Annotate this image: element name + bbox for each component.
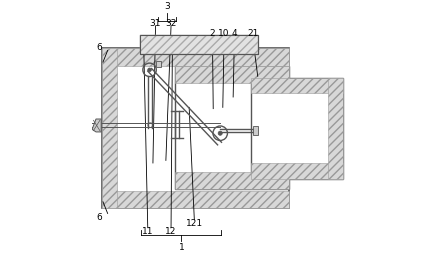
Text: 2: 2: [210, 29, 215, 37]
Text: 6: 6: [97, 43, 102, 52]
Bar: [251, 78, 343, 178]
Bar: [140, 35, 258, 54]
Bar: [251, 163, 343, 178]
Text: 31: 31: [150, 19, 161, 28]
Bar: [102, 48, 289, 208]
Text: 10: 10: [218, 29, 230, 37]
Text: 121: 121: [186, 219, 203, 228]
Text: 6: 6: [97, 213, 102, 222]
Text: 32: 32: [165, 19, 177, 28]
Text: 21: 21: [247, 29, 258, 37]
Circle shape: [148, 68, 152, 72]
Text: 3: 3: [164, 2, 170, 11]
Text: 4: 4: [232, 29, 237, 37]
Bar: [327, 78, 343, 178]
Text: 11: 11: [142, 227, 154, 235]
Polygon shape: [92, 119, 101, 132]
Text: 1: 1: [179, 243, 184, 252]
Bar: [102, 48, 289, 66]
Bar: [102, 48, 117, 208]
Bar: [140, 35, 258, 54]
Circle shape: [218, 131, 222, 135]
Bar: [175, 66, 289, 189]
Bar: [175, 66, 289, 83]
Bar: [140, 35, 258, 54]
Bar: [102, 191, 289, 208]
Bar: [251, 78, 343, 93]
Text: 12: 12: [165, 227, 177, 235]
Bar: [253, 126, 258, 135]
Bar: [175, 172, 289, 189]
Bar: [155, 61, 161, 67]
